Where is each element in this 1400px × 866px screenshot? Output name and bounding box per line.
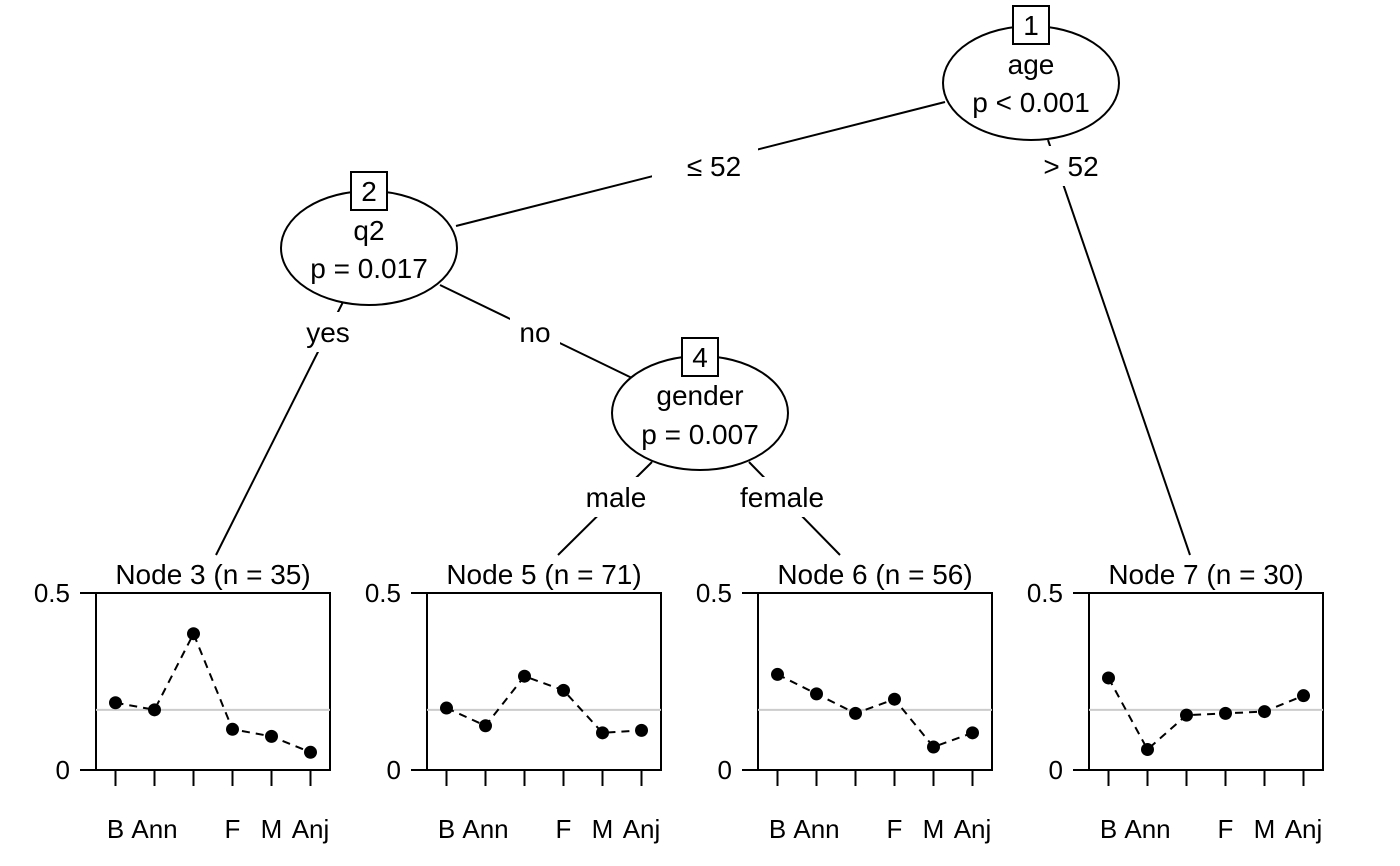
data-point xyxy=(1258,705,1271,719)
y-tick-label: 0.5 xyxy=(34,578,70,608)
node-2-id-box xyxy=(350,171,388,211)
data-point xyxy=(1180,708,1193,722)
panel-frame xyxy=(1088,592,1324,771)
data-point xyxy=(304,745,317,759)
x-tick-label: B xyxy=(438,814,455,844)
data-point xyxy=(596,726,609,740)
edge-labels: ≤ 52 > 52 yes no male female xyxy=(296,146,1112,517)
x-tick-label: Ann xyxy=(793,814,839,844)
x-tick-label: M xyxy=(1254,814,1276,844)
series-line xyxy=(777,673,973,749)
y-tick-label: 0 xyxy=(718,755,732,785)
edge-label-q2-yes: yes xyxy=(306,317,350,348)
x-tick-label: F xyxy=(887,814,903,844)
panel-frame xyxy=(757,592,993,771)
data-point xyxy=(635,723,648,737)
data-point xyxy=(1102,671,1115,685)
node-4-id-box xyxy=(681,337,719,377)
node-4-id: 4 xyxy=(692,342,708,373)
x-tick-label: Ann xyxy=(131,814,177,844)
panel-frame xyxy=(95,592,331,771)
x-tick-label: B xyxy=(1100,814,1117,844)
terminal-node-panel: Node 7 (n = 30) 0 0.5 B Ann F M Anj xyxy=(1027,559,1324,844)
y-tick-label: 0.5 xyxy=(696,578,732,608)
series-line xyxy=(446,675,642,734)
data-point xyxy=(226,722,239,736)
x-tick-label: M xyxy=(923,814,945,844)
x-tick-label: F xyxy=(1218,814,1234,844)
node-2-id: 2 xyxy=(361,176,377,207)
data-point xyxy=(1141,742,1154,756)
node-4-pvalue: p = 0.007 xyxy=(641,419,759,450)
terminal-node-panel: Node 5 (n = 71) 0 0.5 B Ann F M Anj xyxy=(365,559,662,844)
x-tick-label: Ann xyxy=(1124,814,1170,844)
data-point xyxy=(518,669,531,683)
data-point xyxy=(479,719,492,733)
x-tick-label: Ann xyxy=(462,814,508,844)
edge-label-gender-female: female xyxy=(740,482,824,513)
node-2-variable: q2 xyxy=(353,215,384,246)
data-point xyxy=(265,729,278,743)
x-tick-label: Anj xyxy=(623,814,661,844)
panel-title: Node 3 (n = 35) xyxy=(115,559,310,590)
node-2-pvalue: p = 0.017 xyxy=(310,253,428,284)
y-tick-label: 0 xyxy=(1049,755,1063,785)
data-point xyxy=(440,701,453,715)
y-tick-label: 0 xyxy=(56,755,70,785)
y-tick-label: 0 xyxy=(387,755,401,785)
series-line xyxy=(1107,677,1304,752)
terminal-node-panel: Node 6 (n = 56) 0 0.5 B Ann F M Anj xyxy=(696,559,993,844)
edge-label-age-left: ≤ 52 xyxy=(687,151,741,182)
x-tick-label: Anj xyxy=(1285,814,1323,844)
x-tick-label: Anj xyxy=(954,814,992,844)
data-point xyxy=(148,703,161,717)
node-1-pvalue: p < 0.001 xyxy=(972,87,1090,118)
data-point xyxy=(810,687,823,701)
panel-frame xyxy=(426,592,662,771)
data-point xyxy=(109,696,122,710)
data-point xyxy=(927,740,940,754)
x-tick-label: F xyxy=(556,814,572,844)
inner-node-2: 2 q2 p = 0.017 xyxy=(280,171,458,306)
data-point xyxy=(187,627,200,641)
panel-title: Node 7 (n = 30) xyxy=(1108,559,1303,590)
data-point xyxy=(888,692,901,706)
data-point xyxy=(557,683,570,697)
edge-label-q2-no: no xyxy=(519,317,550,348)
data-point xyxy=(849,706,862,720)
inner-node-1: 1 age p < 0.001 xyxy=(942,5,1120,141)
terminal-node-panel: Node 3 (n = 35) 0 0.5 B Ann F M Anj xyxy=(34,559,331,844)
node-1-variable: age xyxy=(1008,49,1055,80)
x-tick-label: M xyxy=(592,814,614,844)
panel-title: Node 6 (n = 56) xyxy=(777,559,972,590)
series-line xyxy=(115,631,311,754)
x-tick-label: F xyxy=(225,814,241,844)
node-1-id-box xyxy=(1012,5,1050,45)
x-tick-label: B xyxy=(769,814,786,844)
x-tick-label: Anj xyxy=(292,814,330,844)
y-tick-label: 0.5 xyxy=(365,578,401,608)
edge-label-gender-male: male xyxy=(586,482,647,513)
x-tick-label: B xyxy=(107,814,124,844)
x-tick-label: M xyxy=(261,814,283,844)
y-tick-label: 0.5 xyxy=(1027,578,1063,608)
node-4-variable: gender xyxy=(656,380,743,411)
data-point xyxy=(1297,689,1310,703)
panel-title: Node 5 (n = 71) xyxy=(446,559,641,590)
edge-label-age-right: > 52 xyxy=(1043,151,1098,182)
edge-age-right xyxy=(1047,139,1191,556)
inner-node-4: 4 gender p = 0.007 xyxy=(611,337,789,471)
node-1-id: 1 xyxy=(1023,10,1039,41)
data-point xyxy=(1219,706,1232,720)
data-point xyxy=(966,726,979,740)
data-point xyxy=(771,667,784,681)
